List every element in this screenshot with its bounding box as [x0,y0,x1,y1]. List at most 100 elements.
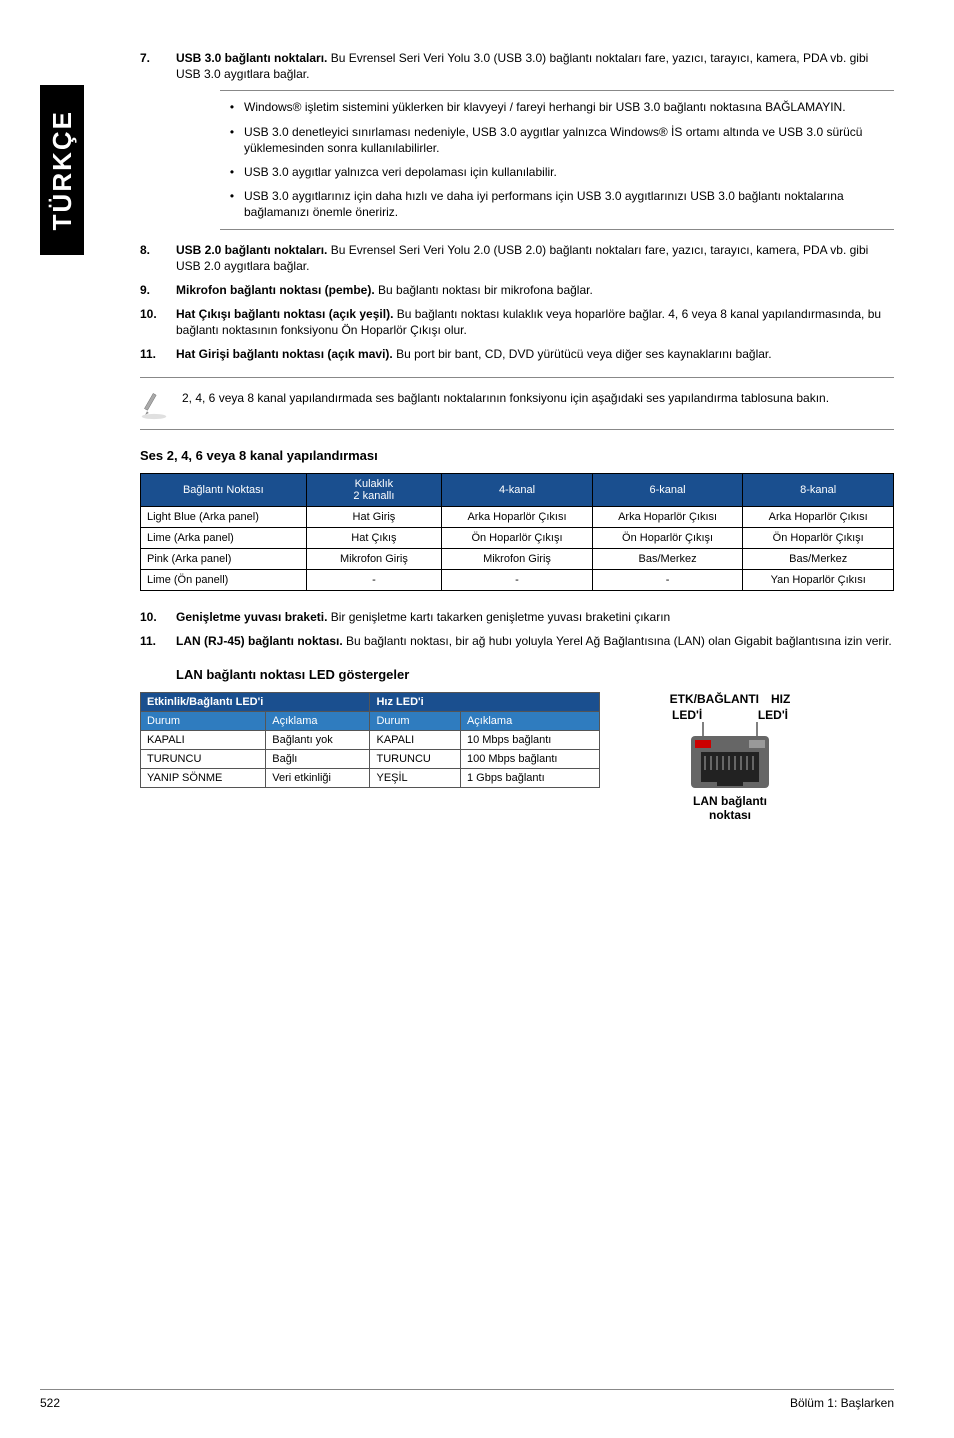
list-number: 11. [140,633,176,649]
bullet-text: USB 3.0 aygıtlar yalnızca veri depolamas… [244,164,557,180]
list-number: 8. [140,242,176,274]
table-header: Bağlantı Noktası [141,473,307,506]
rj45-label-led-left: LED'İ [672,708,702,722]
rj45-diagram: ETK/BAĞLANTI HIZ LED'İ LED'İ [640,692,820,823]
bullet-marker: • [220,164,244,180]
table-subheader: Durum [141,712,266,731]
table-row: YANIP SÖNMEVeri etkinliğiYEŞİL1 Gbps bağ… [141,769,600,788]
page-content: 7. USB 3.0 bağlantı noktaları. Bu Evrens… [140,50,894,823]
list-number: 11. [140,346,176,362]
table-cell: Hat Giriş [306,506,442,527]
led-section: Etkinlik/Bağlantı LED'i Hız LED'i Durum … [140,692,894,823]
table-header: Etkinlik/Bağlantı LED'i [141,693,370,712]
table-cell: Arka Hoparlör Çıkısı [442,506,593,527]
rj45-label-act: ETK/BAĞLANTI [670,692,759,706]
bullet-text: USB 3.0 aygıtlarınız için daha hızlı ve … [244,188,894,220]
table-header: 8-kanal [743,473,894,506]
item7-notes: • Windows® işletim sistemini yüklerken b… [220,90,894,229]
table-subheader: Açıklama [266,712,370,731]
item-title: LAN (RJ-45) bağlantı noktası. [176,634,343,648]
bullet-text: USB 3.0 denetleyici sınırlaması nedeniyl… [244,124,894,156]
bullet-marker: • [220,99,244,115]
table-cell: KAPALI [141,731,266,750]
rj45-bottom-label: LAN bağlantı noktası [640,794,820,823]
table-cell: Mikrofon Giriş [306,548,442,569]
note-text: 2, 4, 6 veya 8 kanal yapılandırmada ses … [182,390,829,406]
divider [140,429,894,430]
list-item-11: 11. Hat Girişi bağlantı noktası (açık ma… [140,346,894,362]
table-cell: KAPALI [370,731,460,750]
table-cell: TURUNCU [141,750,266,769]
list-item-11b: 11. LAN (RJ-45) bağlantı noktası. Bu bağ… [140,633,894,649]
list-number: 9. [140,282,176,298]
table-cell: TURUNCU [370,750,460,769]
rj45-sub-labels: LED'İ LED'İ [640,708,820,722]
table-header: 4-kanal [442,473,593,506]
table-cell: Mikrofon Giriş [442,548,593,569]
item-title: USB 2.0 bağlantı noktaları. [176,243,327,257]
list-number: 10. [140,306,176,338]
note-block: 2, 4, 6 veya 8 kanal yapılandırmada ses … [140,390,894,423]
table-cell: Ön Hoparlör Çıkışı [592,527,743,548]
table-cell: Bağlı [266,750,370,769]
table-cell: Arka Hoparlör Çıkısı [592,506,743,527]
table-cell: Bas/Merkez [592,548,743,569]
list-body: Hat Girişi bağlantı noktası (açık mavi).… [176,346,894,362]
rj45-bottom-line1: LAN bağlantı [693,794,767,808]
list-body: Genişletme yuvası braketi. Bir genişletm… [176,609,894,625]
divider [220,229,894,230]
table-row: KAPALIBağlantı yokKAPALI10 Mbps bağlantı [141,731,600,750]
item-text: Bu bağlantı noktası, bir ağ hubı yoluyla… [343,634,892,648]
list-item-10b: 10. Genişletme yuvası braketi. Bir geniş… [140,609,894,625]
table-cell: Bas/Merkez [743,548,894,569]
item-text: Bu port bir bant, CD, DVD yürütücü veya … [393,347,772,361]
bullet-item: • USB 3.0 aygıtlar yalnızca veri depolam… [220,164,894,180]
item-title: Mikrofon bağlantı noktası (pembe). [176,283,375,297]
table-cell: Pink (Arka panel) [141,548,307,569]
table-cell: 1 Gbps bağlantı [460,769,599,788]
list-body: LAN (RJ-45) bağlantı noktası. Bu bağlant… [176,633,894,649]
list-number: 10. [140,609,176,625]
audio-config-table: Bağlantı Noktası Kulaklık 2 kanallı 4-ka… [140,473,894,591]
list-body: Hat Çıkışı bağlantı noktası (açık yeşil)… [176,306,894,338]
divider [220,90,894,91]
table-row: Light Blue (Arka panel)Hat GirişArka Hop… [141,506,894,527]
list-body: USB 2.0 bağlantı noktaları. Bu Evrensel … [176,242,894,274]
table-cell: Arka Hoparlör Çıkısı [743,506,894,527]
item-title: Hat Çıkışı bağlantı noktası (açık yeşil)… [176,307,393,321]
pencil-icon [140,392,170,423]
bullet-item: • Windows® işletim sistemini yüklerken b… [220,99,894,115]
list-item-9: 9. Mikrofon bağlantı noktası (pembe). Bu… [140,282,894,298]
table-cell: 10 Mbps bağlantı [460,731,599,750]
table-row: Lime (Arka panel)Hat ÇıkışÖn Hoparlör Çı… [141,527,894,548]
list-item-7: 7. USB 3.0 bağlantı noktaları. Bu Evrens… [140,50,894,82]
item-title: USB 3.0 bağlantı noktaları. [176,51,327,65]
table-row: Pink (Arka panel)Mikrofon GirişMikrofon … [141,548,894,569]
footer-section: Bölüm 1: Başlarken [790,1396,894,1410]
table-row: TURUNCUBağlıTURUNCU100 Mbps bağlantı [141,750,600,769]
page-number: 522 [40,1396,60,1410]
rj45-port-icon [681,722,779,792]
language-tab: TÜRKÇE [40,85,84,255]
table-cell: - [306,569,442,590]
bullet-marker: • [220,124,244,156]
bullet-marker: • [220,188,244,220]
list-item-8: 8. USB 2.0 bağlantı noktaları. Bu Evrens… [140,242,894,274]
table-subheader: Açıklama [460,712,599,731]
table-cell: - [592,569,743,590]
table-header: Kulaklık 2 kanallı [306,473,442,506]
table-cell: YEŞİL [370,769,460,788]
table-cell: Hat Çıkış [306,527,442,548]
list-number: 7. [140,50,176,82]
rj45-top-labels: ETK/BAĞLANTI HIZ [640,692,820,706]
table-cell: 100 Mbps bağlantı [460,750,599,769]
list-body: USB 3.0 bağlantı noktaları. Bu Evrensel … [176,50,894,82]
divider [140,377,894,378]
table-cell: Ön Hoparlör Çıkışı [442,527,593,548]
bullet-text: Windows® işletim sistemini yüklerken bir… [244,99,846,115]
table-header: 6-kanal [592,473,743,506]
table-cell: Lime (Arka panel) [141,527,307,548]
page-footer: 522 Bölüm 1: Başlarken [40,1389,894,1410]
language-tab-text: TÜRKÇE [47,110,78,230]
table-cell: Veri etkinliği [266,769,370,788]
